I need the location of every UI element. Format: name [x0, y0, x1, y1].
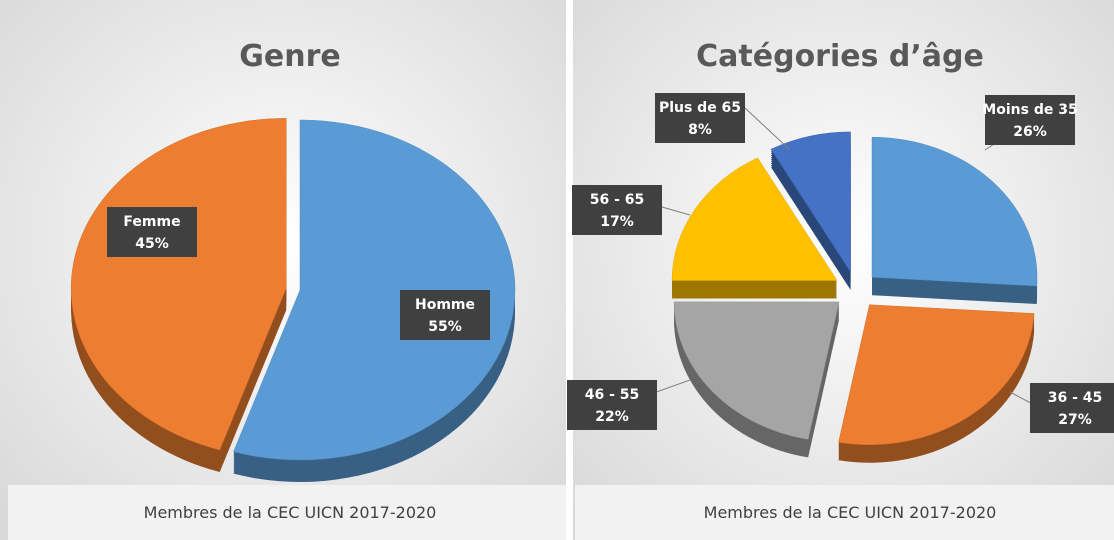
data-label-box: [655, 93, 745, 143]
data-label-box: [572, 185, 662, 235]
pie-slice: [70, 118, 287, 451]
data-label-box: [567, 380, 657, 430]
data-label-name: Plus de 65: [659, 100, 741, 116]
data-label-box: [107, 207, 197, 257]
pie-slice: [871, 136, 1038, 287]
data-label-value: 8%: [688, 122, 712, 138]
chart-title: Catégories d’âge: [696, 39, 984, 74]
caption-bg: [8, 485, 566, 540]
pie-slice: [673, 301, 840, 440]
data-label-value: 22%: [595, 409, 629, 425]
data-label-box: [400, 290, 490, 340]
data-label-value: 17%: [600, 214, 634, 230]
data-label-value: 27%: [1058, 412, 1092, 428]
pie-slice: [770, 131, 851, 273]
pie-slice: [233, 119, 516, 461]
leader-line: [744, 107, 791, 151]
data-label-value: 26%: [1013, 124, 1047, 140]
data-label-name: 56 - 65: [590, 192, 645, 208]
chart-title: Genre: [239, 39, 340, 74]
caption-bg: [575, 485, 1114, 540]
data-label-name: Femme: [123, 214, 180, 230]
caption: Membres de la CEC UICN 2017-2020: [144, 503, 437, 522]
data-label-value: 55%: [428, 319, 462, 335]
pie-slice: [671, 157, 838, 281]
pie-slice: [838, 304, 1035, 445]
data-label-name: 46 - 55: [585, 387, 640, 403]
data-label-name: Homme: [415, 297, 475, 313]
data-label-name: 36 - 45: [1048, 390, 1103, 406]
caption: Membres de la CEC UICN 2017-2020: [704, 503, 997, 522]
data-label-value: 45%: [135, 236, 169, 252]
data-label-name: Moins de 35: [982, 102, 1077, 118]
data-label-box: [1030, 383, 1114, 433]
data-label-box: [985, 95, 1075, 145]
